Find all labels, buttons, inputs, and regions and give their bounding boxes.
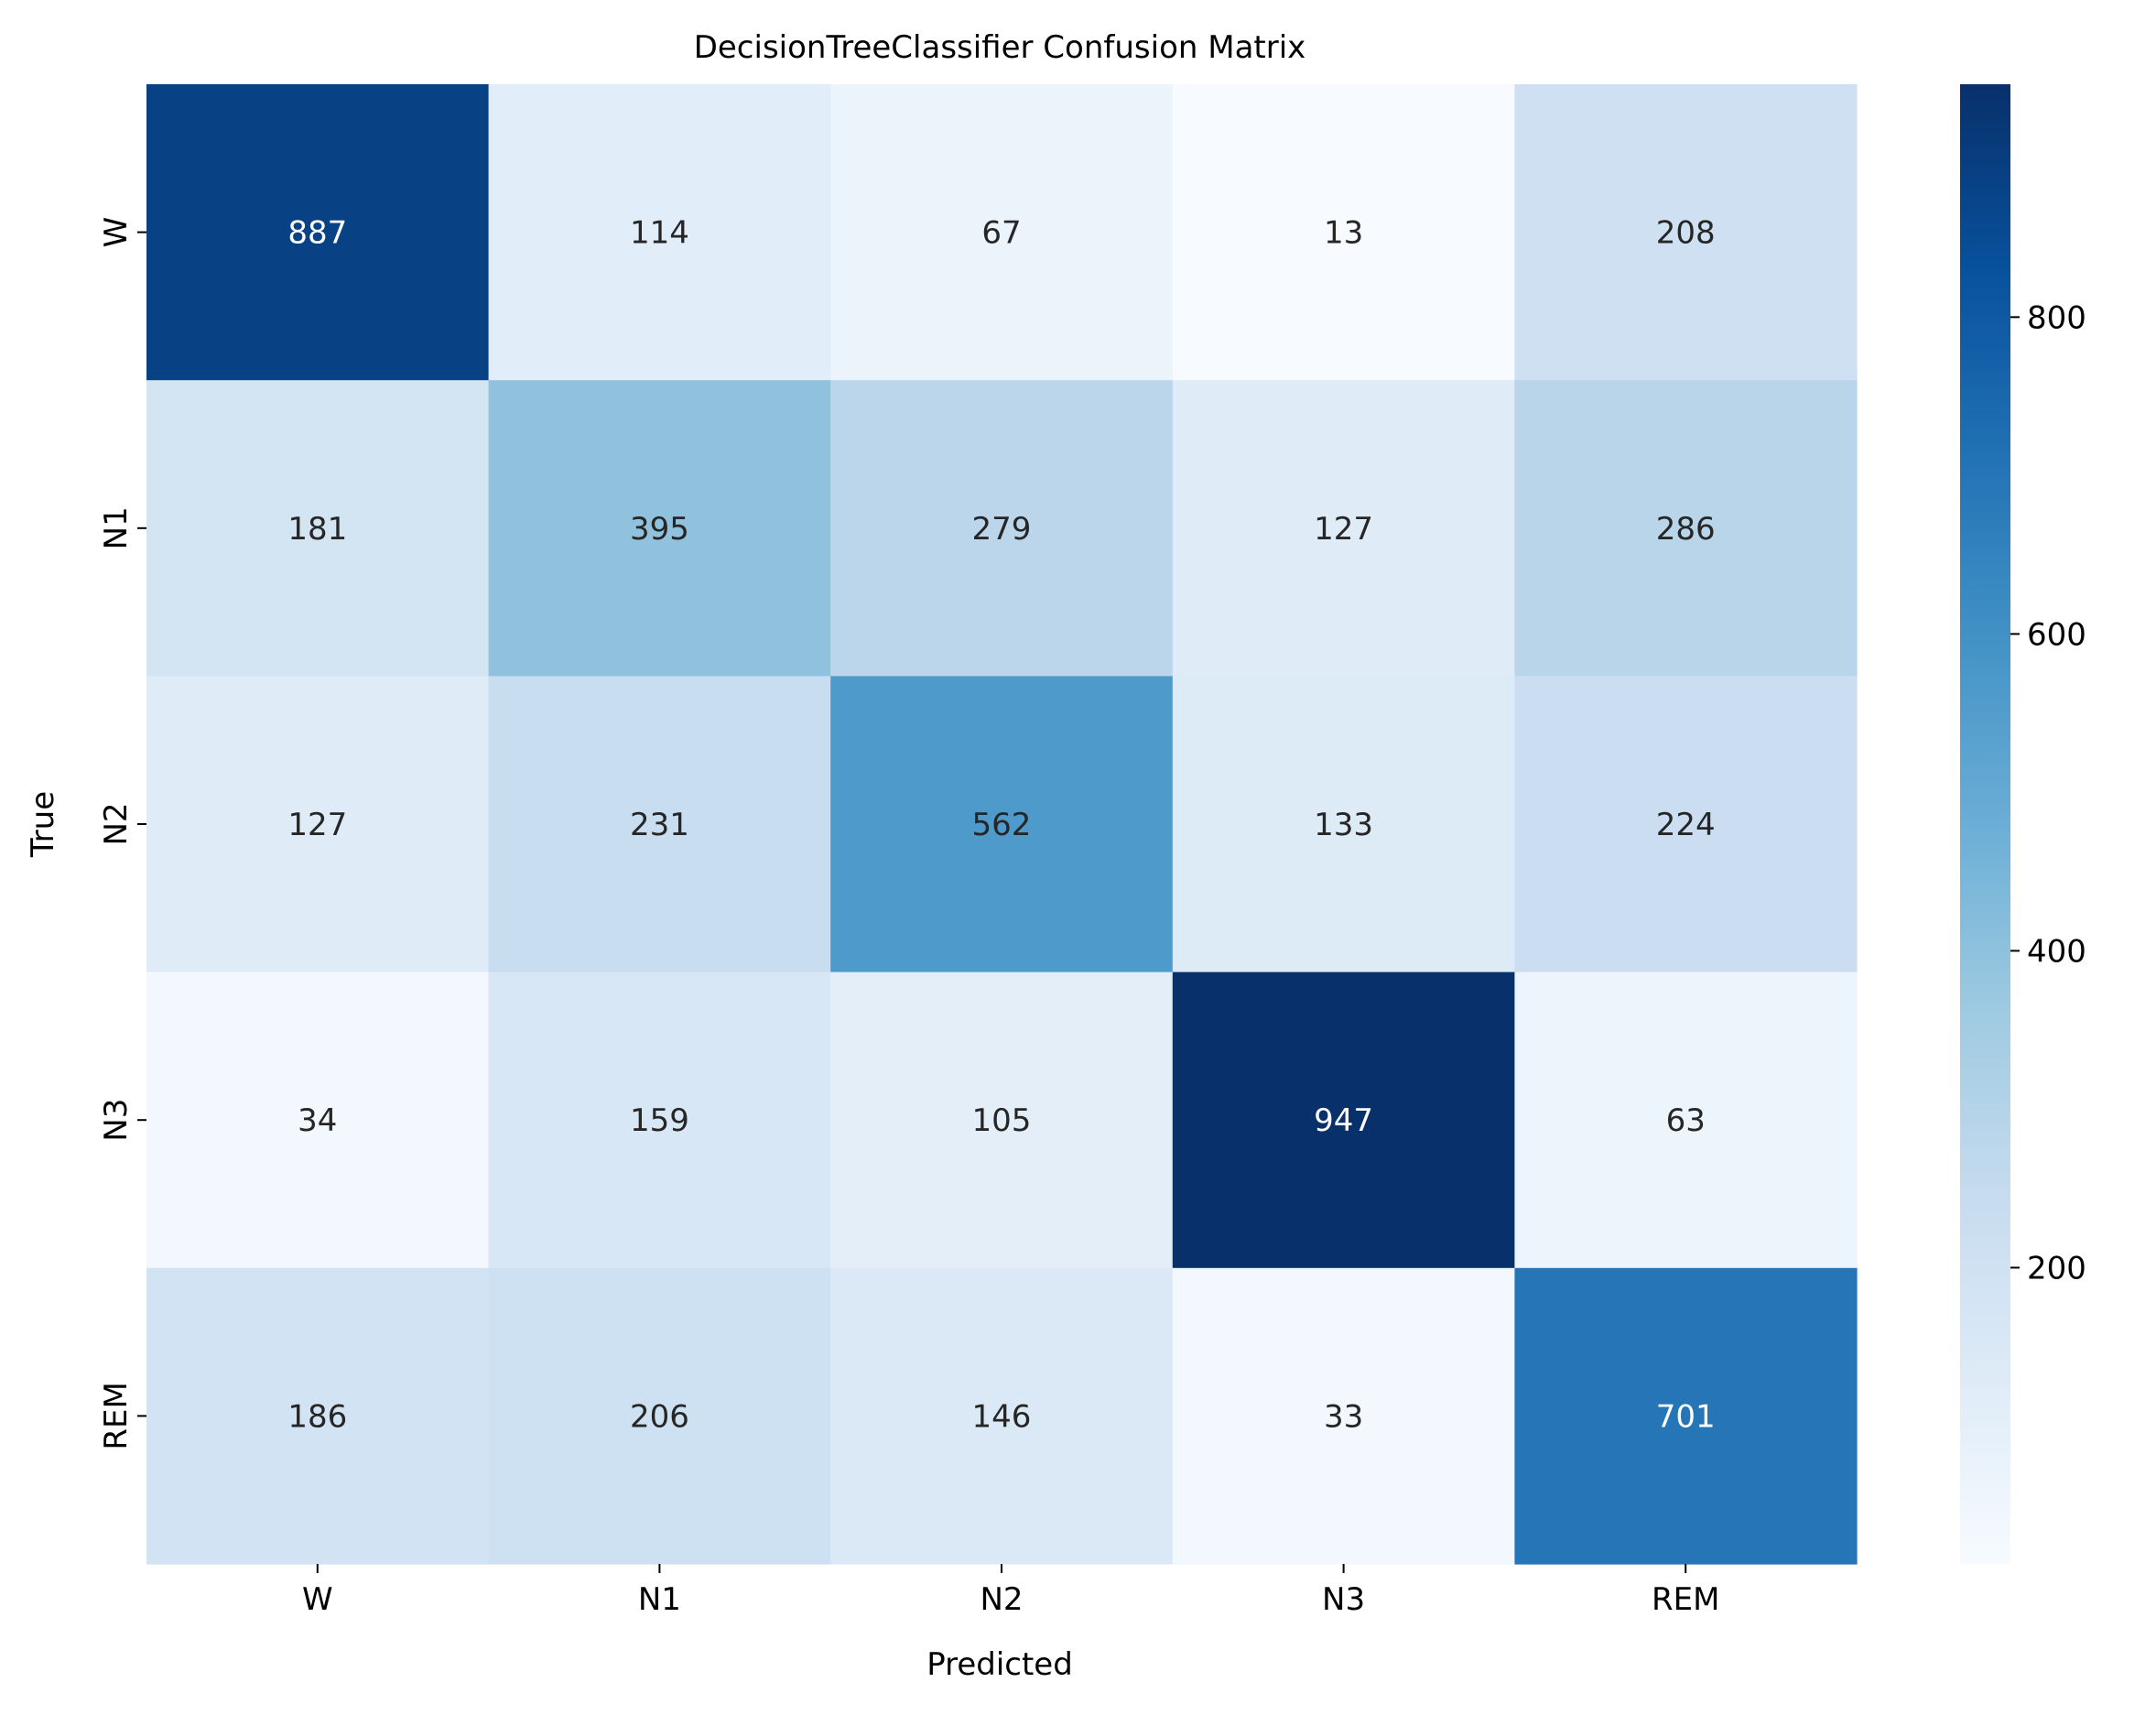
cell-value-label: 701 <box>1656 1398 1716 1435</box>
heatmap-cell-N2-N3 <box>1172 676 1515 973</box>
cell-value-label: 105 <box>972 1102 1032 1139</box>
cell-value-label: 887 <box>287 215 347 252</box>
y-tick-label: N2 <box>98 802 135 845</box>
heatmap-cell-N1-W <box>146 380 490 677</box>
cell-value-label: 231 <box>630 807 689 843</box>
y-tick-label: W <box>98 217 135 248</box>
heatmap-cell-N1-REM <box>1514 380 1858 677</box>
heatmap-cell-labels: 887 114 67 13 208 181 395 279 127 286 127 231 562 133… <box>287 215 1715 1436</box>
heatmap-cell-REM-N1 <box>488 1267 831 1565</box>
cell-value-label: 279 <box>972 511 1032 548</box>
heatmap-cell-W-REM <box>1514 84 1858 381</box>
cell-value-label: 159 <box>630 1102 689 1139</box>
colorbar-ticks: 200 400 600 800 <box>2010 299 2086 1286</box>
heatmap-cell-N3-N2 <box>830 971 1174 1269</box>
y-tick-label: N3 <box>98 1099 135 1142</box>
colorbar-tick-label: 400 <box>2027 933 2086 970</box>
y-axis-label: True <box>25 791 61 858</box>
x-axis-label: Predicted <box>926 1646 1073 1683</box>
cell-value-label: 13 <box>1324 215 1363 252</box>
colorbar-tick-label: 600 <box>2027 616 2086 653</box>
colorbar-tick-label: 800 <box>2027 299 2086 336</box>
heatmap-cell-N2-REM <box>1514 676 1858 973</box>
heatmap-cell-N1-N2 <box>830 380 1174 677</box>
heatmap-cell-REM-N2 <box>830 1267 1174 1565</box>
y-tick-label: N1 <box>98 506 135 549</box>
cell-value-label: 186 <box>287 1398 347 1435</box>
cell-value-label: 286 <box>1656 511 1716 548</box>
cell-value-label: 395 <box>630 511 689 548</box>
cell-value-label: 224 <box>1656 807 1716 843</box>
x-tick-label: N3 <box>1322 1581 1365 1618</box>
heatmap-cell-N2-N1 <box>488 676 831 973</box>
heatmap-cell-W-N1 <box>488 84 831 381</box>
heatmap-cell-REM-W <box>146 1267 490 1565</box>
x-tick-label: W <box>302 1581 333 1618</box>
cell-value-label: 114 <box>630 215 689 252</box>
cell-value-label: 127 <box>287 807 347 843</box>
cell-value-label: 181 <box>287 511 347 548</box>
heatmap-cell-N2-W <box>146 676 490 973</box>
heatmap-cell-N1-N1 <box>488 380 831 677</box>
y-tick-label: REM <box>98 1382 135 1449</box>
cell-value-label: 34 <box>298 1102 337 1139</box>
cell-value-label: 67 <box>981 215 1021 252</box>
heatmap-cell-N1-N3 <box>1172 380 1515 677</box>
cell-value-label: 562 <box>972 807 1032 843</box>
heatmap-cell-N2-N2 <box>830 676 1174 973</box>
cell-value-label: 146 <box>972 1398 1032 1435</box>
cell-value-label: 33 <box>1324 1398 1363 1435</box>
cell-value-label: 208 <box>1656 215 1716 252</box>
heatmap-cell-W-N2 <box>830 84 1174 381</box>
cell-value-label: 133 <box>1314 807 1373 843</box>
heatmap-cell-N3-N1 <box>488 971 831 1269</box>
heatmap-cells <box>146 84 1858 1565</box>
chart-title: DecisionTreeClassifier Confusion Matrix <box>694 29 1306 66</box>
heatmap-cell-N3-N3 <box>1172 971 1515 1269</box>
cell-value-label: 947 <box>1314 1102 1373 1139</box>
x-axis-ticks: W N1 N2 N3 REM <box>302 1564 1719 1618</box>
heatmap-cell-REM-N3 <box>1172 1267 1515 1565</box>
y-axis-ticks: W N1 N2 N3 REM <box>98 217 146 1450</box>
cell-value-label: 63 <box>1666 1102 1706 1139</box>
x-tick-label: N2 <box>980 1581 1023 1618</box>
heatmap-cell-N3-REM <box>1514 971 1858 1269</box>
x-tick-label: N1 <box>638 1581 681 1618</box>
colorbar-tick-label: 200 <box>2027 1250 2086 1286</box>
heatmap-cell-N3-W <box>146 971 490 1269</box>
colorbar <box>1960 84 2010 1564</box>
heatmap-cell-REM-REM <box>1514 1267 1858 1565</box>
heatmap-cell-W-N3 <box>1172 84 1515 381</box>
cell-value-label: 127 <box>1314 511 1373 548</box>
cell-value-label: 206 <box>630 1398 689 1435</box>
heatmap-cell-W-W <box>146 84 490 381</box>
x-tick-label: REM <box>1652 1581 1719 1618</box>
